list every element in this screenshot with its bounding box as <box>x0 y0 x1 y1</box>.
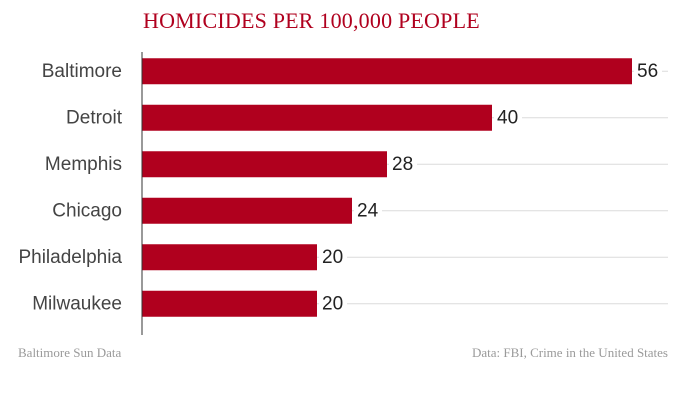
bar <box>142 244 317 271</box>
bar <box>142 151 387 178</box>
chart-title: HOMICIDES PER 100,000 PEOPLE <box>143 8 480 33</box>
footer-credit: Baltimore Sun Data <box>18 345 122 360</box>
value-label-backing <box>319 292 347 315</box>
bar <box>142 58 632 85</box>
bar <box>142 290 317 317</box>
value-label-backing <box>494 106 522 129</box>
value-label: 40 <box>497 107 518 128</box>
value-label: 20 <box>322 247 343 268</box>
value-label: 28 <box>392 154 413 175</box>
value-label: 24 <box>357 200 379 221</box>
category-label: Milwaukee <box>32 293 122 314</box>
category-label: Detroit <box>66 107 123 128</box>
category-label: Baltimore <box>42 61 122 82</box>
bar <box>142 104 492 131</box>
bar <box>142 197 352 224</box>
category-label: Chicago <box>52 200 122 221</box>
category-label: Philadelphia <box>18 247 122 268</box>
category-label: Memphis <box>45 154 122 175</box>
value-label-backing <box>634 60 662 83</box>
value-label-backing <box>389 153 417 176</box>
value-label: 56 <box>637 61 658 82</box>
value-label-backing <box>354 199 382 222</box>
value-label-backing <box>319 246 347 269</box>
value-label: 20 <box>322 293 343 314</box>
footer-source: Data: FBI, Crime in the United States <box>471 345 668 360</box>
